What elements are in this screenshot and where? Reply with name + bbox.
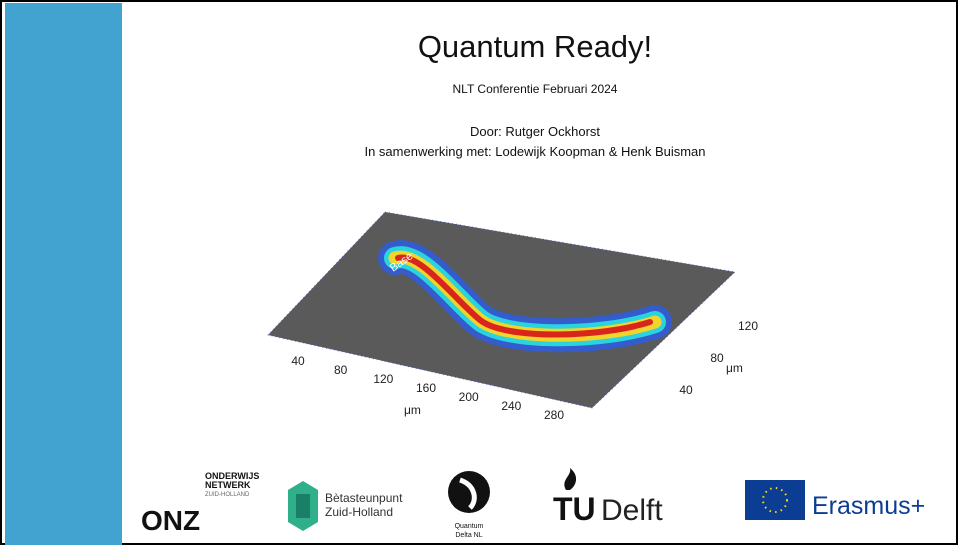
x-tick-label: 40 [291,354,305,368]
title: Quantum Ready! [418,29,652,64]
y-tick-label: 40 [679,383,693,397]
x-tick-label: 120 [373,372,393,386]
x-unit: μm [404,403,421,417]
side-bar [5,3,122,545]
beta-line: Bètasteunpunt [325,491,403,505]
tu-mark: TU [553,491,596,527]
tu-name: Delft [601,494,663,527]
y-tick-label: 120 [738,319,758,333]
qd-line: Delta NL [455,532,482,539]
onz-line: ZUID-HOLLAND [205,492,250,498]
collaboration: In samenwerking met: Lodewijk Koopman & … [364,144,705,159]
x-tick-label: 200 [459,390,479,404]
onz-line: NETWERK [205,480,251,490]
beta-line: Zuid-Holland [325,505,393,519]
beta-icon-inner [296,494,310,518]
slide: Quantum Ready! NLT Conferentie Februari … [0,0,958,545]
x-tick-label: 80 [334,363,348,377]
tip-label: Tip [697,331,712,343]
x-tick-label: 160 [416,381,436,395]
x-tick-label: 240 [501,399,521,413]
page: Quantum Ready! NLT Conferentie Februari … [0,0,958,545]
subtitle: NLT Conferentie Februari 2024 [453,82,618,96]
erasmus-name: Erasmus+ [812,492,925,520]
y-unit: μm [726,361,743,375]
onz-mark: ONZ [141,505,200,536]
author: Door: Rutger Ockhorst [470,124,600,139]
eu-flag [745,480,805,520]
x-tick-label: 280 [544,408,564,422]
y-tick-label: 80 [710,351,724,365]
qd-line: Quantum [455,523,484,530]
